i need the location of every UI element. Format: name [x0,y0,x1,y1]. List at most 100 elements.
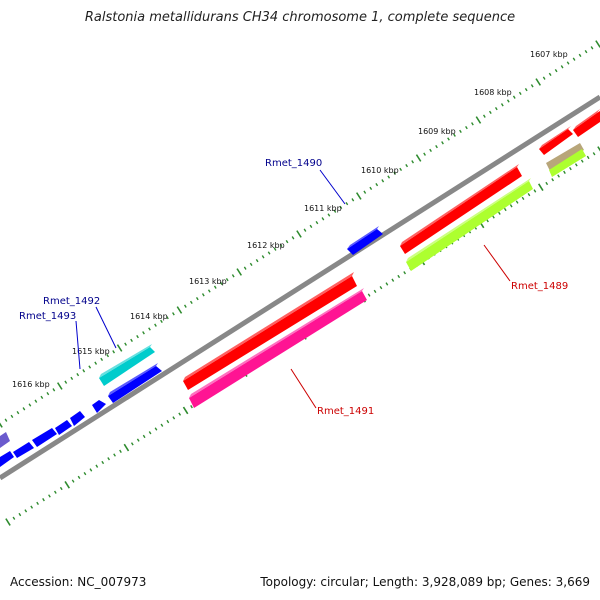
label-rmet-1492[interactable]: Rmet_1492 [43,296,100,307]
inner-tick [178,412,182,416]
gene-rmet-1493[interactable] [108,363,162,403]
gene-rmet-1490[interactable] [347,226,383,255]
outer-tick [10,414,14,419]
inner-tick [107,457,111,461]
outer-tick [231,274,235,278]
outer-tick [595,40,600,48]
outer-tick [411,160,415,164]
outer-tick [207,289,211,293]
inner-tick [592,152,596,156]
inner-tick [119,449,122,453]
inner-tick [123,443,130,452]
inner-tick [24,509,28,513]
outer-tick [578,53,582,58]
outer-tick [471,122,474,126]
outer-tick [530,84,534,88]
inner-tick [30,505,34,509]
inner-tick [42,498,45,502]
outer-tick [309,224,313,229]
outer-tick [70,376,74,381]
gene-lime-short[interactable] [549,149,586,177]
label-rmet-1491[interactable]: Rmet_1491 [317,406,374,417]
gene-tan-short[interactable] [546,143,584,171]
outer-tick [435,144,438,149]
summary-text: Topology: circular; Length: 3,928,089 bp… [260,575,590,589]
outer-tick [236,268,243,276]
outer-tick [82,369,86,373]
gene-rmet-1492[interactable] [99,344,155,386]
inner-tick [509,204,513,208]
inner-tick [586,155,590,160]
outer-tick [195,296,199,301]
outer-tick [327,213,331,217]
inner-tick [379,285,383,290]
outer-tick [415,154,422,162]
outer-tick [518,91,522,96]
outer-tick [321,217,325,221]
gene-small-blue-e[interactable] [13,442,34,458]
inner-tick [101,460,105,465]
gene-slate-edge[interactable] [0,432,10,448]
outer-tick [213,285,217,289]
outer-tick [279,243,283,248]
outer-tick [56,382,63,390]
outer-tick [441,141,444,145]
label-rmet-1490[interactable]: Rmet_1490 [265,158,322,169]
gene-red-long-lower[interactable] [183,272,357,390]
outer-tick [375,182,379,187]
inner-tick [521,196,525,201]
outer-tick [429,148,432,153]
outer-tick [176,306,183,314]
gene-small-blue-d[interactable] [32,428,57,447]
outer-tick [64,380,68,384]
inner-tick [563,170,566,174]
inner-tick [545,181,549,186]
inner-tick [373,289,377,294]
gene-small-blue-f[interactable] [0,451,14,467]
outer-tick [590,46,594,50]
outer-tick [447,137,450,141]
gene-rmet-1491[interactable] [189,288,367,408]
leader-rmet-1493 [75,320,81,370]
inner-tick [569,166,572,171]
tick-label-1614: 1614 kbp [130,312,168,321]
gene-small-blue-b[interactable] [70,411,85,426]
inner-tick [71,479,75,483]
label-rmet-1493[interactable]: Rmet_1493 [19,311,76,322]
outer-tick [535,78,542,86]
outer-tick [465,125,468,130]
outer-tick [381,179,385,183]
tick-label-1616: 1616 kbp [12,380,50,389]
outer-tick [572,57,576,61]
tick-label-1613: 1613 kbp [189,277,227,286]
inner-tick [64,480,71,489]
outer-tick [130,338,133,343]
inner-tick [492,215,495,219]
gene-small-blue-c[interactable] [55,420,72,435]
outer-tick [183,304,187,308]
leader-rmet-1492 [95,306,117,349]
outer-tick [339,205,343,210]
inner-tick [527,192,531,197]
gene-small-blue-a[interactable] [92,400,106,413]
inner-tick [53,490,57,494]
outer-tick [243,266,247,270]
inner-tick [172,416,176,420]
outer-tick [345,201,349,206]
outer-tick [560,65,564,69]
label-rmet-1489[interactable]: Rmet_1489 [511,281,568,292]
outer-tick [172,312,175,316]
inner-tick [403,271,407,275]
gene-red-long-upper[interactable] [400,164,522,254]
inner-tick [391,278,395,282]
outer-tick [423,152,426,156]
outer-tick [94,361,98,365]
outer-tick [116,344,123,352]
outer-tick [363,190,367,194]
outer-tick [88,365,92,369]
gene-red-top-right-a[interactable] [539,126,573,155]
outer-tick [459,129,462,134]
gene-red-top-right-b[interactable] [573,109,600,137]
gene-rmet-1489[interactable] [406,178,533,271]
accession-text: Accession: NC_007973 [10,575,147,589]
